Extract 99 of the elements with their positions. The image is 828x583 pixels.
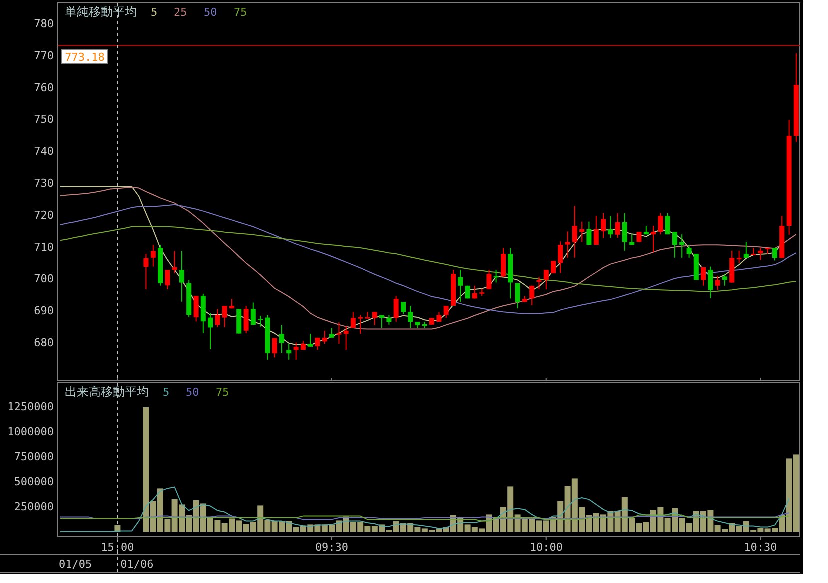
candlestick bbox=[486, 270, 492, 290]
y-tick-label: 250000 bbox=[14, 500, 54, 514]
line-series bbox=[60, 226, 797, 292]
candlestick bbox=[544, 270, 549, 290]
y-tick-label: 690 bbox=[34, 304, 54, 318]
text: 75 bbox=[234, 6, 248, 19]
ref-line-label: 773.18 bbox=[65, 50, 105, 64]
candlestick bbox=[222, 306, 228, 328]
candlestick bbox=[322, 330, 328, 344]
candlestick bbox=[580, 221, 585, 243]
candlestick bbox=[244, 306, 249, 334]
x-tick-label: 10:00 bbox=[530, 541, 563, 554]
candlestick bbox=[286, 344, 292, 360]
y-tick-label: 500000 bbox=[14, 476, 54, 488]
candlestick bbox=[515, 282, 520, 310]
candlestick bbox=[172, 250, 178, 274]
candlestick bbox=[144, 254, 149, 290]
line-series bbox=[60, 512, 790, 520]
candlestick bbox=[444, 306, 449, 319]
candlestick bbox=[594, 216, 599, 246]
candlestick bbox=[330, 328, 334, 338]
line-series bbox=[60, 514, 790, 522]
candlestick bbox=[401, 302, 406, 314]
y-tick-label: 770 bbox=[34, 50, 54, 62]
text: 75 bbox=[216, 386, 230, 399]
candlestick bbox=[386, 314, 392, 326]
line-series bbox=[60, 204, 797, 314]
candlestick bbox=[350, 312, 356, 328]
candlestick bbox=[344, 326, 349, 351]
candlestick bbox=[180, 250, 184, 302]
candlestick bbox=[372, 312, 378, 326]
candlestick bbox=[701, 266, 706, 286]
candlestick bbox=[558, 241, 564, 274]
text: 5 bbox=[151, 6, 158, 19]
candlestick bbox=[394, 296, 399, 322]
text: 01/06 bbox=[120, 558, 154, 571]
y-tick-label: 750000 bbox=[14, 450, 54, 464]
candlestick bbox=[615, 213, 620, 239]
candlestick bbox=[772, 248, 778, 262]
candlestick bbox=[744, 242, 749, 259]
candlestick bbox=[536, 276, 542, 290]
candlestick bbox=[272, 338, 278, 358]
candlestick bbox=[686, 244, 692, 258]
candlestick bbox=[530, 285, 535, 306]
candlestick bbox=[280, 324, 284, 354]
candlestick bbox=[586, 221, 592, 246]
candlestick bbox=[294, 342, 299, 360]
candlestick bbox=[258, 315, 264, 328]
candlestick bbox=[622, 213, 628, 252]
candlestick bbox=[758, 248, 764, 261]
y-tick-label: 680 bbox=[34, 336, 54, 350]
y-tick-label: 780 bbox=[34, 18, 54, 31]
legend-title: 単純移動平均 bbox=[65, 5, 137, 19]
candlestick bbox=[736, 250, 742, 264]
candlestick bbox=[501, 248, 506, 278]
candlestick bbox=[336, 322, 342, 344]
candlestick bbox=[715, 276, 720, 291]
y-tick-label: 720 bbox=[34, 208, 54, 222]
candlestick bbox=[250, 302, 256, 326]
candlestick bbox=[194, 296, 199, 322]
x-tick-label: 15:00 bbox=[101, 541, 134, 554]
candlestick bbox=[208, 312, 213, 350]
candlestick bbox=[672, 232, 678, 258]
candlestick bbox=[308, 334, 314, 348]
y-tick-label: 710 bbox=[34, 240, 54, 254]
legend-title: 出来高移動平均 bbox=[65, 385, 149, 399]
candlestick bbox=[658, 213, 664, 236]
text: 50 bbox=[186, 386, 200, 399]
y-tick-label: 740 bbox=[34, 145, 54, 158]
candlestick bbox=[472, 285, 478, 300]
candlestick bbox=[651, 226, 656, 254]
line-series bbox=[60, 486, 790, 532]
y-tick-label: 1250000 bbox=[8, 400, 54, 414]
candlestick bbox=[408, 306, 414, 328]
x-tick-label: 10:30 bbox=[744, 541, 778, 554]
y-tick-label: 750 bbox=[34, 113, 54, 126]
candlestick bbox=[680, 234, 685, 258]
text: 50 bbox=[204, 6, 218, 19]
y-tick-label: 700 bbox=[34, 272, 54, 286]
candlestick bbox=[315, 337, 320, 351]
y-tick-label: 760 bbox=[34, 81, 54, 94]
text: 5 bbox=[163, 386, 170, 399]
candlestick bbox=[458, 270, 464, 303]
candlestick bbox=[722, 274, 728, 286]
text: 25 bbox=[174, 6, 188, 19]
candlestick bbox=[358, 314, 364, 335]
candlestick bbox=[572, 206, 578, 258]
candlestick bbox=[708, 266, 714, 299]
candlestick bbox=[215, 308, 220, 328]
candlestick bbox=[601, 213, 606, 239]
candlestick bbox=[608, 216, 614, 239]
y-tick-label: 730 bbox=[34, 177, 54, 190]
candlestick bbox=[665, 213, 670, 236]
candlestick bbox=[565, 231, 570, 258]
text: 01/05 bbox=[59, 558, 92, 571]
y-tick-label: 1000000 bbox=[8, 426, 54, 438]
candlestick bbox=[165, 270, 170, 290]
x-tick-label: 09:30 bbox=[315, 541, 349, 554]
candlestick bbox=[150, 244, 156, 268]
